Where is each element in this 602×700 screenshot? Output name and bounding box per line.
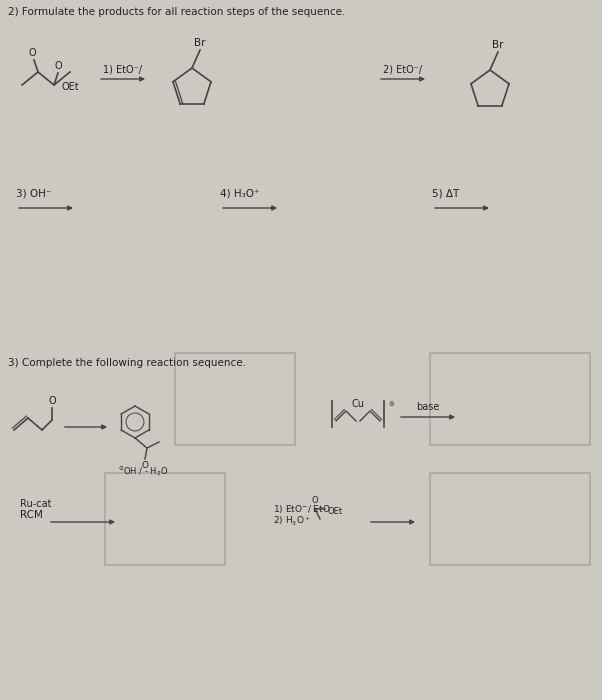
Text: 5) ΔT: 5) ΔT (432, 188, 459, 198)
Bar (175, 353, 295, 445)
Text: Ru-cat: Ru-cat (20, 499, 52, 509)
Bar (430, 473, 590, 565)
Text: 4) H₃O⁺: 4) H₃O⁺ (220, 188, 259, 198)
Text: O: O (54, 61, 62, 71)
Text: 3) OH⁻: 3) OH⁻ (16, 188, 51, 198)
Text: O: O (312, 496, 318, 505)
Text: OEt: OEt (328, 507, 343, 515)
Text: 1) EtO⁻/: 1) EtO⁻/ (104, 64, 143, 74)
Text: 2) EtO⁻/: 2) EtO⁻/ (383, 64, 423, 74)
Text: OEt: OEt (61, 82, 79, 92)
Text: $^{\circleddash}$: $^{\circleddash}$ (388, 401, 395, 411)
Text: 3) Complete the following reaction sequence.: 3) Complete the following reaction seque… (8, 358, 246, 368)
Text: Br: Br (194, 38, 206, 48)
Text: O: O (141, 461, 149, 470)
Text: 2) Formulate the products for all reaction steps of the sequence.: 2) Formulate the products for all reacti… (8, 7, 346, 17)
Bar (430, 353, 590, 445)
Text: $^{\circleddash}$OH / - H$_2$O: $^{\circleddash}$OH / - H$_2$O (118, 466, 168, 480)
Text: base: base (417, 402, 439, 412)
Bar (105, 473, 225, 565)
Text: O: O (48, 396, 56, 406)
Text: O: O (28, 48, 36, 58)
Text: Cu: Cu (352, 399, 364, 409)
Text: 2) H$_3$O$^+$: 2) H$_3$O$^+$ (273, 514, 311, 528)
Text: RCM: RCM (20, 510, 43, 520)
Text: 1) EtO$^{-}$/ EtO: 1) EtO$^{-}$/ EtO (273, 503, 330, 515)
Text: Br: Br (492, 40, 504, 50)
